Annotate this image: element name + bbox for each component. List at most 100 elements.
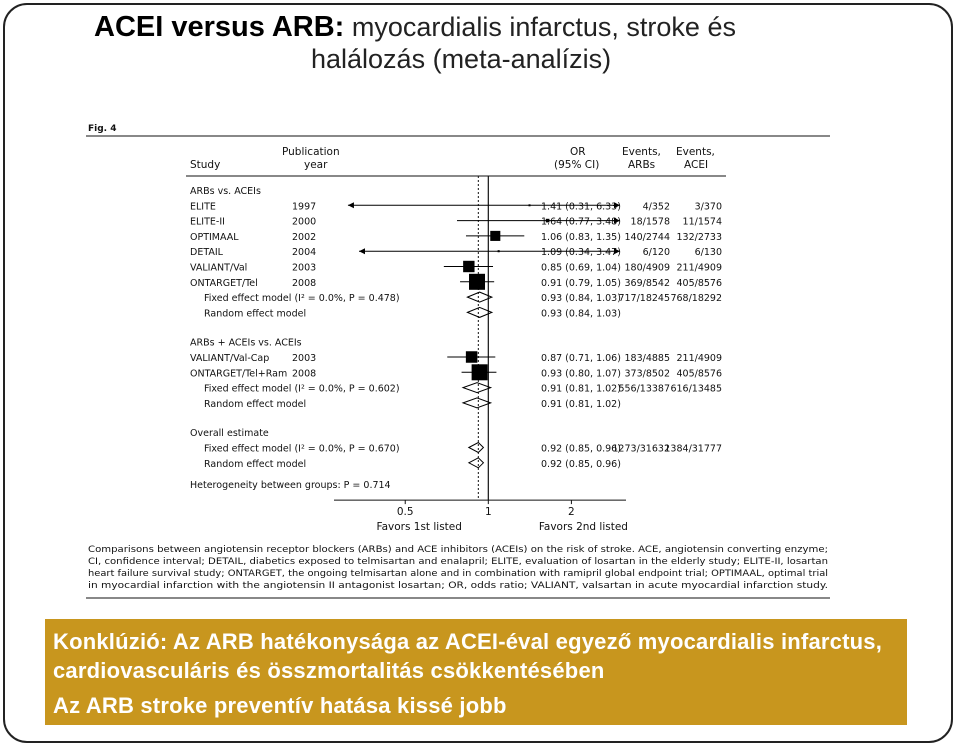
header-pub-2: year (304, 159, 328, 171)
conclusion-main: Konklúzió: Az ARB hatékonysága az ACEI-é… (53, 629, 883, 683)
section-label: Overall estimate (190, 428, 269, 439)
or-ci-text: 0.93 (0.84, 1.03) (541, 293, 621, 304)
ci-arrow-right (614, 248, 620, 255)
x-tick-label: 0.5 (397, 506, 414, 518)
or-ci-text: 0.91 (0.79, 1.05) (541, 278, 621, 289)
or-ci-text: 1.64 (0.77, 3.48) (541, 217, 621, 228)
figure-caption-line: Comparisons between angiotensin receptor… (88, 545, 828, 555)
study-year: 2003 (292, 353, 316, 364)
conclusion-box: Konklúzió: Az ARB hatékonysága az ACEI-é… (45, 619, 907, 725)
ci-arrow-right (614, 217, 620, 224)
x-tick-label: 2 (568, 506, 575, 518)
study-label: VALIANT/Val-Cap (190, 353, 269, 364)
study-year: 1997 (292, 201, 316, 212)
or-ci-text: 0.93 (0.80, 1.07) (541, 368, 621, 379)
study-marker (471, 364, 488, 381)
x-axis-right-label: Favors 2nd listed (539, 521, 628, 533)
title-bold: ACEI versus ARB: (94, 11, 345, 43)
study-label: DETAIL (190, 247, 224, 258)
study-label: ELITE-II (190, 217, 225, 228)
study-label: ONTARGET/Tel+Ram (190, 368, 287, 379)
events-acei: 132/2733 (676, 232, 722, 243)
events-acei: 768/18292 (670, 293, 722, 304)
pooled-label: Fixed effect model (I² = 0.0%, P = 0.602… (204, 384, 400, 395)
header-events-arb-1: Events, (622, 146, 661, 158)
events-acei: 405/8576 (676, 278, 722, 289)
header-or-1: OR (570, 146, 586, 158)
pooled-label: Fixed effect model (I² = 0.0%, P = 0.670… (204, 444, 400, 455)
events-arb: 373/8502 (624, 368, 670, 379)
header-events-acei-1: Events, (676, 146, 715, 158)
study-marker (463, 260, 475, 273)
or-ci-text: 0.92 (0.85, 0.96) (541, 444, 621, 455)
events-acei: 211/4909 (676, 353, 722, 364)
study-marker (545, 218, 550, 223)
events-arb: 180/4909 (624, 263, 670, 274)
events-arb: 140/2744 (624, 232, 670, 243)
study-label: ELITE (190, 201, 216, 212)
ci-arrow-right (614, 202, 620, 209)
pooled-diamond (467, 441, 485, 454)
study-year: 2004 (292, 247, 316, 258)
study-marker (490, 230, 501, 241)
title-line2: halálozás (meta-analízis) (311, 44, 612, 75)
or-ci-text: 0.91 (0.81, 1.02) (541, 399, 621, 410)
pooled-diamond (466, 306, 494, 318)
study-label: OPTIMAAL (190, 232, 239, 243)
study-label: VALIANT/Val (190, 263, 247, 274)
pooled-diamond (466, 291, 494, 303)
study-year: 2002 (292, 232, 316, 243)
events-acei: 6/130 (695, 247, 722, 258)
events-arb: 717/18245 (618, 293, 670, 304)
header-study: Study (190, 159, 220, 171)
pooled-diamond (467, 457, 485, 469)
events-arb: 183/4885 (624, 353, 670, 364)
study-label: ONTARGET/Tel (190, 278, 258, 289)
or-ci-text: 0.87 (0.71, 1.06) (541, 353, 621, 364)
events-acei: 3/370 (695, 201, 722, 212)
header-pub-1: Publication (282, 146, 340, 158)
conclusion-secondary: Az ARB stroke preventív hatása kissé job… (53, 693, 507, 718)
slide-title: ACEI versus ARB: myocardialis infarctus,… (94, 10, 914, 76)
forest-plot: Fig. 4 Study Publication year OR (95% CI… (86, 124, 830, 599)
x-axis-left-label: Favors 1st listed (377, 521, 462, 533)
figure-caption-line: heart failure survival study; ONTARGET, … (88, 569, 828, 579)
figure-caption-line: CI, confidence interval; DETAIL, diabeti… (88, 557, 828, 567)
or-ci-text: 1.06 (0.83, 1.35) (541, 232, 621, 243)
study-marker (497, 250, 500, 253)
pooled-label: Random effect model (204, 399, 306, 410)
x-tick-label: 1 (485, 506, 492, 518)
study-marker (528, 204, 531, 207)
figure-caption-line: in myocardial infarction with the angiot… (88, 581, 828, 591)
or-ci-text: 0.92 (0.85, 0.96) (541, 459, 621, 470)
study-marker (465, 351, 478, 363)
study-year: 2008 (292, 278, 316, 289)
or-ci-text: 0.93 (0.84, 1.03) (541, 308, 621, 319)
pooled-diamond (461, 382, 493, 394)
pooled-label: Fixed effect model (I² = 0.0%, P = 0.478… (204, 293, 400, 304)
or-ci-text: 0.85 (0.69, 1.04) (541, 263, 621, 274)
ci-arrow-left (359, 248, 366, 255)
events-arb: 6/120 (643, 247, 670, 258)
or-ci-text: 1.09 (0.34, 3.47) (541, 247, 621, 258)
or-ci-text: 0.91 (0.81, 1.02) (541, 384, 621, 395)
events-acei: 1384/31777 (664, 444, 722, 455)
events-arb: 18/1578 (631, 217, 670, 228)
title-rest: myocardialis infarctus, stroke és (344, 12, 736, 42)
header-events-arb-2: ARBs (628, 159, 655, 171)
ci-arrow-left (347, 202, 354, 209)
header-events-acei-2: ACEI (684, 159, 708, 171)
events-acei: 211/4909 (676, 263, 722, 274)
header-or-2: (95% CI) (554, 159, 599, 171)
events-arb: 556/13387 (618, 384, 670, 395)
study-year: 2000 (292, 217, 316, 228)
events-acei: 616/13485 (670, 384, 722, 395)
or-ci-text: 1.41 (0.31, 6.33) (541, 201, 621, 212)
figure-label: Fig. 4 (88, 124, 117, 134)
pooled-label: Random effect model (204, 459, 306, 470)
study-marker (469, 273, 486, 290)
study-year: 2008 (292, 368, 316, 379)
events-acei: 405/8576 (676, 368, 722, 379)
pooled-diamond (461, 397, 493, 409)
events-acei: 11/1574 (683, 217, 722, 228)
